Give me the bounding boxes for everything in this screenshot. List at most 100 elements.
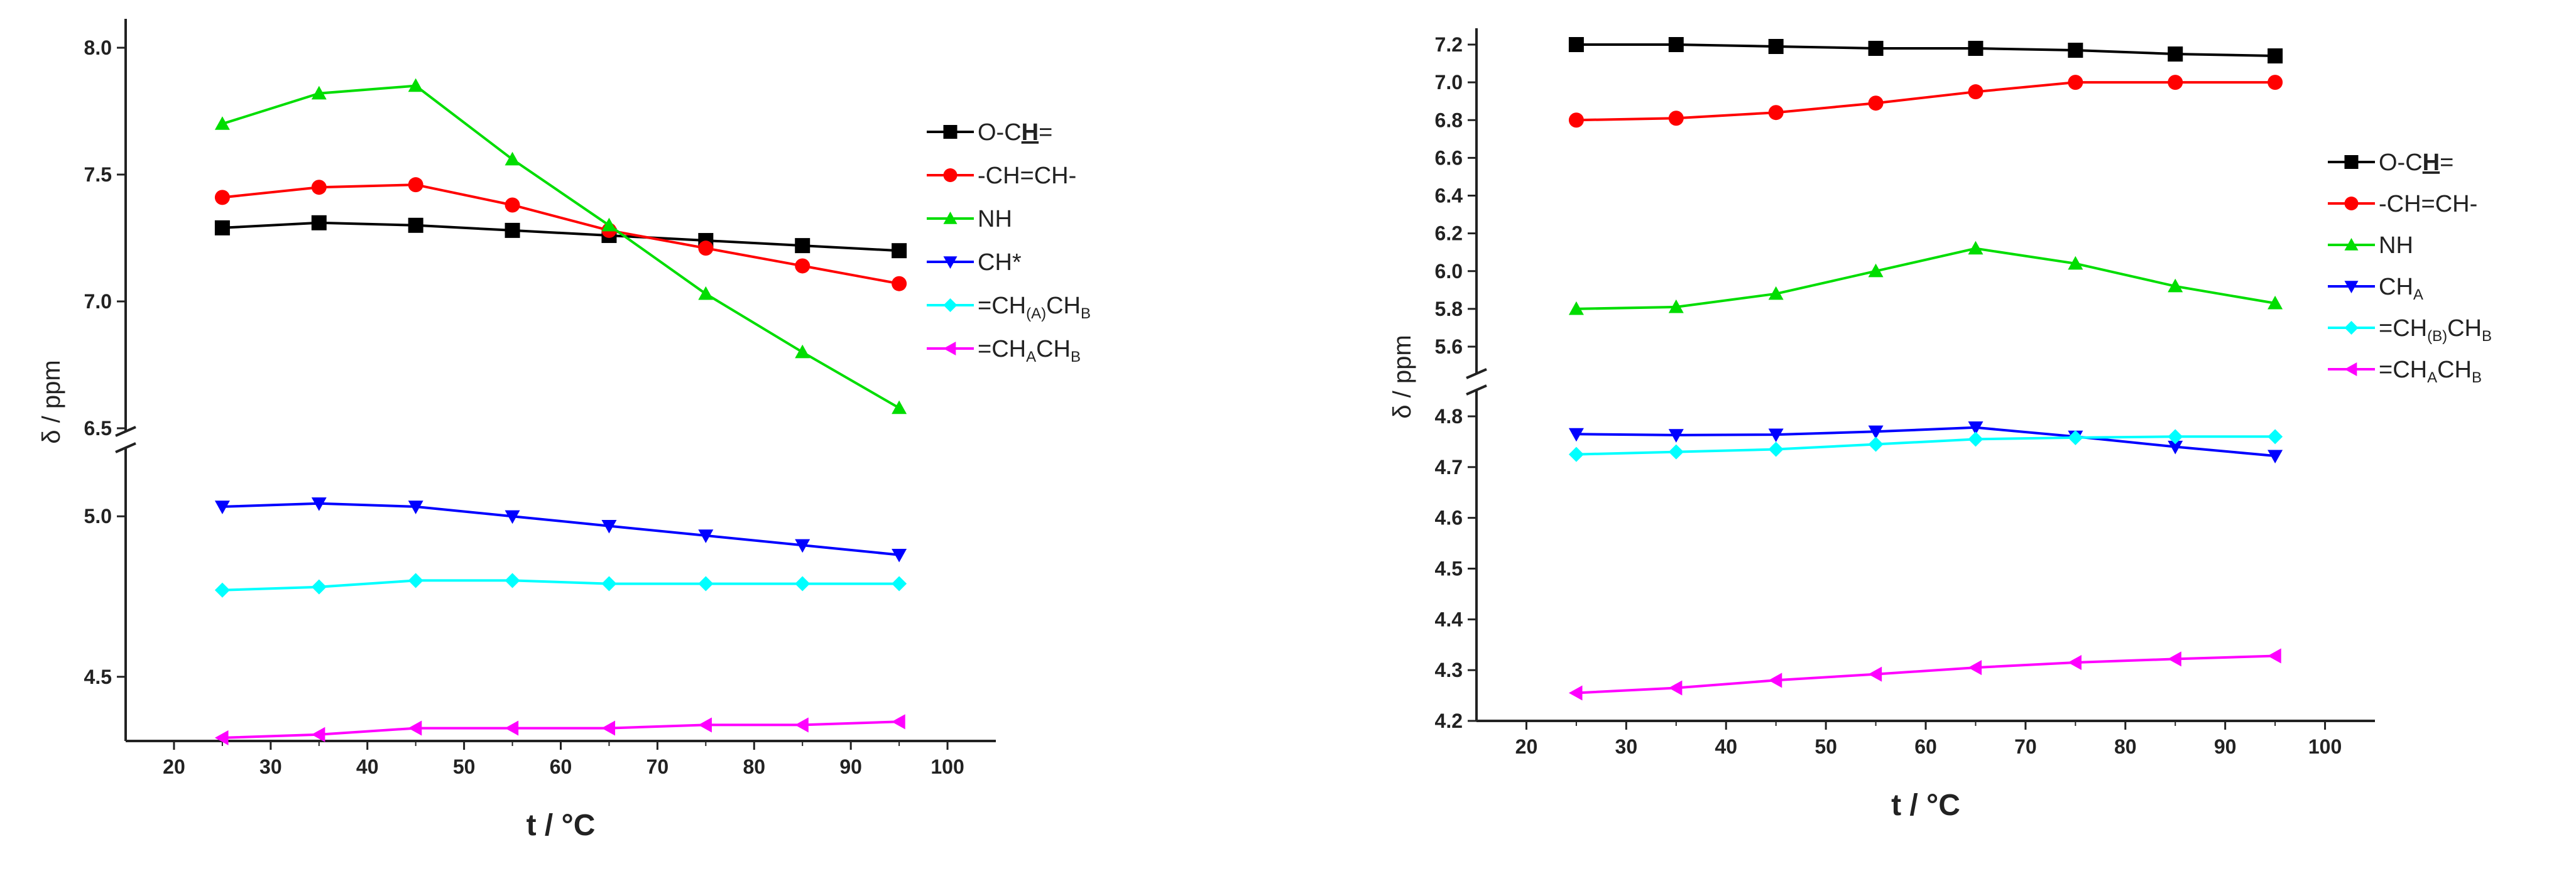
data-point: [1568, 301, 1584, 315]
data-point: [2068, 75, 2083, 90]
legend-text-part: CH: [2379, 274, 2413, 300]
data-point: [1668, 444, 1684, 460]
series-line: [222, 502, 900, 556]
legend-text-part: =CH: [978, 336, 1026, 362]
legend-label: =CHACHB: [978, 336, 1081, 365]
data-point: [408, 720, 422, 736]
data-point: [698, 529, 714, 543]
data-point: [2068, 256, 2083, 270]
series-6: [1568, 648, 2281, 701]
data-point: [1868, 263, 1884, 278]
axis-break-line: [1466, 368, 1487, 379]
legend-text-part: CH: [2437, 357, 2472, 383]
legend-label: NH: [978, 206, 1012, 232]
data-point: [1568, 37, 1584, 52]
series-line: [222, 720, 900, 739]
legend-text-part: H: [1022, 119, 1039, 146]
legend-text-part: O-C: [2379, 149, 2423, 176]
y-tick-label: 6.4: [1435, 185, 1463, 207]
data-point: [2168, 75, 2183, 90]
data-point: [408, 573, 423, 588]
x-tick-label: 20: [1515, 735, 1538, 758]
data-point: [2168, 429, 2183, 445]
legend-label: =CH(B)CHB: [2379, 315, 2492, 345]
data-point: [795, 717, 809, 733]
axis-break-line: [115, 442, 136, 453]
x-tick-label: 50: [453, 755, 476, 778]
legend-marker: [943, 168, 958, 182]
data-point: [2268, 75, 2283, 90]
data-point: [1968, 421, 1984, 435]
data-point: [311, 727, 325, 742]
data-point: [2068, 430, 2083, 445]
series-line: [1576, 654, 2276, 695]
data-point: [1868, 41, 1884, 57]
data-point: [1868, 95, 1884, 111]
y-tick-label: 6.6: [1435, 146, 1463, 169]
x-tick-label: 40: [1715, 735, 1737, 758]
data-point: [1868, 436, 1884, 452]
legend-marker: [2344, 197, 2359, 210]
series-2: [214, 177, 907, 291]
data-point: [214, 500, 230, 514]
data-point: [505, 573, 520, 588]
data-point: [2268, 295, 2283, 310]
legend-item: NH: [927, 206, 1012, 232]
legend-item: O-CH=: [927, 119, 1052, 146]
y-tick-label: 7.2: [1435, 33, 1463, 56]
legend-item: NH: [2328, 232, 2413, 259]
data-point: [1968, 84, 1984, 100]
data-point: [505, 197, 520, 213]
data-point: [2168, 440, 2183, 455]
data-point: [795, 539, 810, 553]
data-point: [311, 579, 327, 595]
data-point: [698, 576, 714, 592]
data-point: [2268, 48, 2283, 64]
data-point: [505, 151, 520, 166]
x-tick-label: 40: [356, 755, 379, 778]
x-tick-label: 100: [931, 755, 964, 778]
data-point: [408, 78, 423, 92]
data-point: [505, 510, 520, 524]
chart-left: 20 30 40 50 60 70 80 90 100 6.5 7.0 7.5 8.0 4.5 5.0 t /…: [38, 19, 1091, 842]
series-5: [214, 573, 907, 598]
x-tick-label: 90: [2214, 735, 2237, 758]
data-point: [1668, 299, 1684, 313]
legend-item: =CH(A)CHB: [927, 293, 1091, 322]
legend-text-part: A: [1026, 349, 1036, 365]
data-point: [1968, 241, 1984, 255]
legend-text-part: (A): [1026, 305, 1046, 322]
x-tick-label: 20: [163, 755, 185, 778]
legend-label: CH*: [978, 249, 1022, 276]
y-tick-label: 6.8: [1435, 109, 1463, 131]
x-axis-title: t / °C: [527, 809, 596, 842]
series-3: [1568, 241, 2283, 315]
legend-text-part: B: [2482, 328, 2492, 345]
axes: 20 30 40 50 60 70 80 90 100 5.6 5.8 6.0 6.2 6.4 6.6 6.8…: [1435, 28, 2375, 758]
legend-text-part: B: [2472, 369, 2482, 386]
data-point: [1568, 112, 1584, 128]
legend-text-part: NH: [978, 206, 1012, 232]
data-point: [1568, 428, 1584, 442]
data-point: [698, 286, 714, 300]
data-point: [2268, 450, 2283, 464]
legend-label: O-CH=: [2379, 149, 2453, 176]
y-tick-label: 6.2: [1435, 222, 1463, 245]
x-axis-title: t / °C: [1891, 789, 1960, 822]
data-point: [1968, 41, 1984, 57]
legend-marker: [943, 256, 958, 269]
data-point: [795, 344, 810, 359]
legend-label: CHA: [2379, 274, 2423, 303]
data-point: [892, 276, 907, 291]
legend-text-part: B: [1071, 349, 1081, 365]
axis-break-mark: [115, 426, 136, 453]
y-tick-label: 4.6: [1435, 507, 1463, 529]
series-line: [1576, 43, 2276, 57]
data-point: [408, 500, 423, 514]
data-point: [1768, 428, 1784, 443]
series-line: [1576, 247, 2276, 310]
data-point: [214, 730, 229, 745]
legend-marker: [2344, 321, 2359, 335]
y-tick-label: 7.5: [84, 163, 112, 186]
